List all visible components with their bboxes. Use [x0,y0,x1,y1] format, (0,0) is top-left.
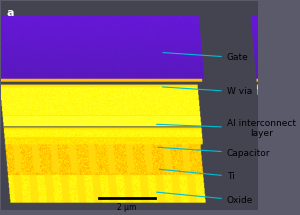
Text: Oxide: Oxide [157,192,253,205]
Text: Capacitor: Capacitor [158,147,270,158]
Text: Al interconnect
layer: Al interconnect layer [157,119,296,138]
Text: a: a [7,8,14,18]
Text: W via: W via [162,87,252,97]
Text: Gate: Gate [163,53,248,62]
Text: Ti: Ti [159,169,235,181]
Text: 2 μm: 2 μm [117,203,136,212]
